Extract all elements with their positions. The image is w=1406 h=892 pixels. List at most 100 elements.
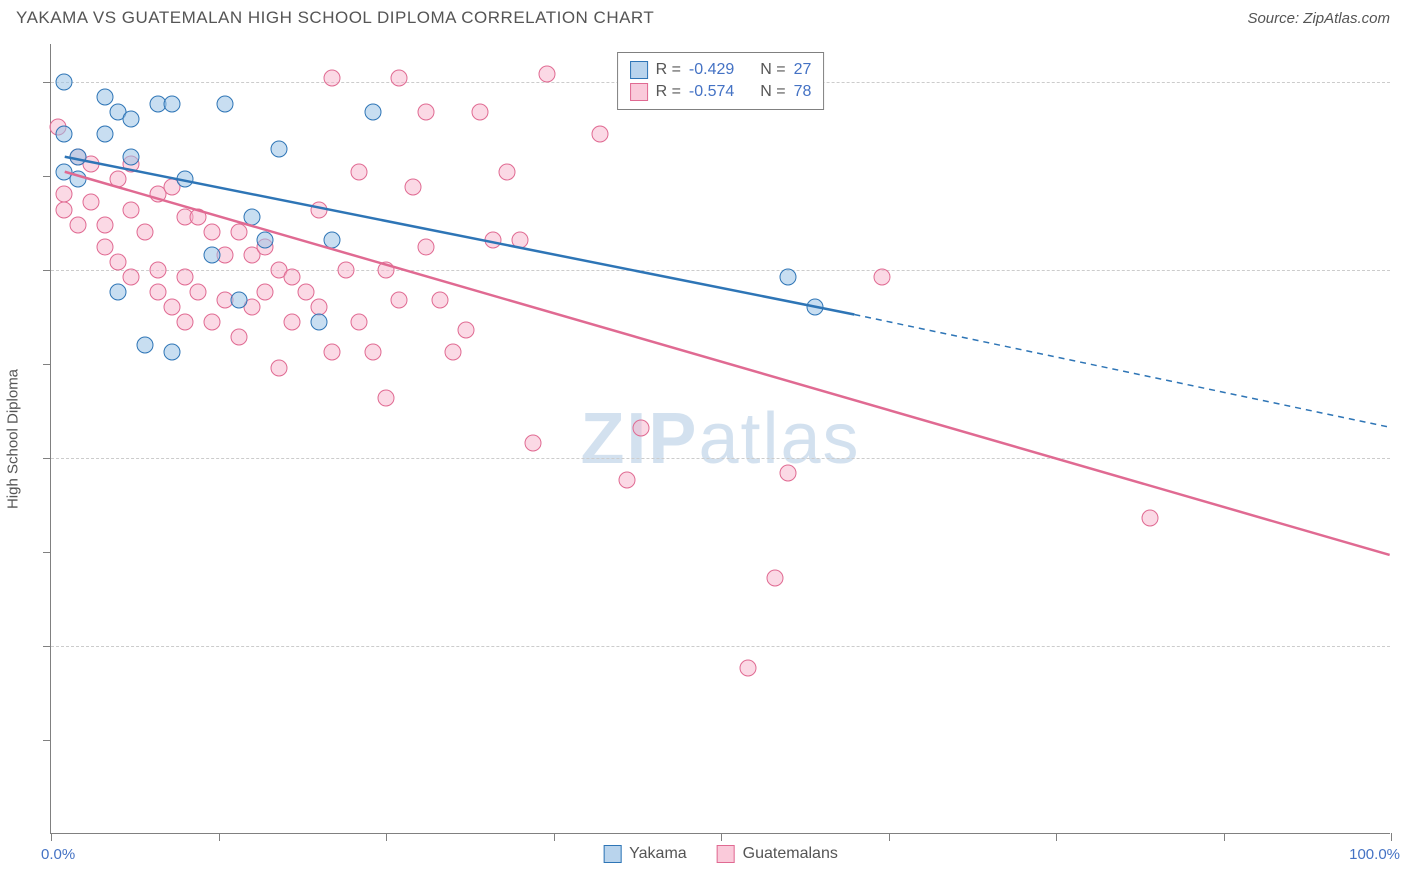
data-point <box>337 261 354 278</box>
data-point <box>766 570 783 587</box>
legend-swatch-pink-icon <box>717 845 735 863</box>
x-tick <box>386 833 387 841</box>
y-axis-title: High School Diploma <box>5 368 22 508</box>
data-point <box>311 201 328 218</box>
data-point <box>297 284 314 301</box>
data-point <box>230 329 247 346</box>
y-tick-label: 50.0% <box>1400 449 1406 466</box>
legend-r-label-0: R = <box>656 61 681 79</box>
data-point <box>203 246 220 263</box>
chart-plot-area: ZIPatlas 25.0%50.0%75.0%100.0% High Scho… <box>50 44 1390 834</box>
data-point <box>458 321 475 338</box>
legend-row-yakama: R = -0.429 N = 27 <box>630 59 812 81</box>
data-point <box>136 336 153 353</box>
data-point <box>177 171 194 188</box>
legend-item-yakama: Yakama <box>603 845 687 863</box>
data-point <box>284 314 301 331</box>
data-point <box>83 194 100 211</box>
y-tick <box>43 740 51 741</box>
x-tick <box>51 833 52 841</box>
data-point <box>150 284 167 301</box>
data-point <box>163 299 180 316</box>
x-tick <box>1391 833 1392 841</box>
data-point <box>203 224 220 241</box>
y-tick-label: 100.0% <box>1400 73 1406 90</box>
x-axis-min-label: 0.0% <box>41 846 75 863</box>
x-tick <box>1224 833 1225 841</box>
data-point <box>56 201 73 218</box>
trend-line-extension <box>854 315 1389 428</box>
data-point <box>203 314 220 331</box>
grid-line <box>51 458 1390 459</box>
y-tick <box>43 270 51 271</box>
legend-swatch-blue-icon <box>603 845 621 863</box>
data-point <box>404 178 421 195</box>
data-point <box>230 224 247 241</box>
y-tick <box>43 552 51 553</box>
x-tick <box>219 833 220 841</box>
legend-label-guatemalans: Guatemalans <box>743 845 838 863</box>
y-tick <box>43 176 51 177</box>
legend-swatch-blue <box>630 61 648 79</box>
data-point <box>632 419 649 436</box>
legend-series: Yakama Guatemalans <box>603 845 838 863</box>
data-point <box>190 209 207 226</box>
data-point <box>177 314 194 331</box>
legend-label-yakama: Yakama <box>629 845 687 863</box>
data-point <box>257 284 274 301</box>
data-point <box>270 359 287 376</box>
data-point <box>806 299 823 316</box>
legend-r-value-1: -0.574 <box>689 83 734 101</box>
data-point <box>123 111 140 128</box>
y-tick-label: 25.0% <box>1400 637 1406 654</box>
data-point <box>123 269 140 286</box>
legend-n-value-0: 27 <box>794 61 812 79</box>
data-point <box>739 660 756 677</box>
data-point <box>364 103 381 120</box>
legend-r-label-1: R = <box>656 83 681 101</box>
data-point <box>324 231 341 248</box>
data-point <box>780 464 797 481</box>
x-tick <box>721 833 722 841</box>
data-point <box>525 434 542 451</box>
data-point <box>364 344 381 361</box>
data-point <box>270 141 287 158</box>
data-point <box>123 148 140 165</box>
data-point <box>110 171 127 188</box>
chart-source: Source: ZipAtlas.com <box>1247 10 1390 27</box>
data-point <box>873 269 890 286</box>
legend-n-label-0: N = <box>760 61 785 79</box>
data-point <box>311 314 328 331</box>
data-point <box>56 126 73 143</box>
data-point <box>592 126 609 143</box>
x-axis-max-label: 100.0% <box>1349 846 1400 863</box>
data-point <box>445 344 462 361</box>
y-tick-label: 75.0% <box>1400 261 1406 278</box>
data-point <box>391 69 408 86</box>
y-tick <box>43 458 51 459</box>
legend-n-label-1: N = <box>760 83 785 101</box>
data-point <box>619 472 636 489</box>
y-tick <box>43 646 51 647</box>
data-point <box>230 291 247 308</box>
legend-correlation-box: R = -0.429 N = 27 R = -0.574 N = 78 <box>617 52 825 110</box>
data-point <box>69 148 86 165</box>
data-point <box>418 239 435 256</box>
data-point <box>538 66 555 83</box>
data-point <box>110 284 127 301</box>
legend-item-guatemalans: Guatemalans <box>717 845 838 863</box>
trend-line <box>65 172 1390 555</box>
chart-title: YAKAMA VS GUATEMALAN HIGH SCHOOL DIPLOMA… <box>16 8 654 28</box>
data-point <box>244 209 261 226</box>
data-point <box>163 344 180 361</box>
data-point <box>284 269 301 286</box>
chart-header: YAKAMA VS GUATEMALAN HIGH SCHOOL DIPLOMA… <box>0 0 1406 32</box>
data-point <box>163 96 180 113</box>
data-point <box>150 261 167 278</box>
data-point <box>378 389 395 406</box>
data-point <box>498 163 515 180</box>
trend-lines-layer <box>51 44 1390 833</box>
data-point <box>190 284 207 301</box>
data-point <box>324 69 341 86</box>
watermark-zip: ZIP <box>580 399 698 479</box>
